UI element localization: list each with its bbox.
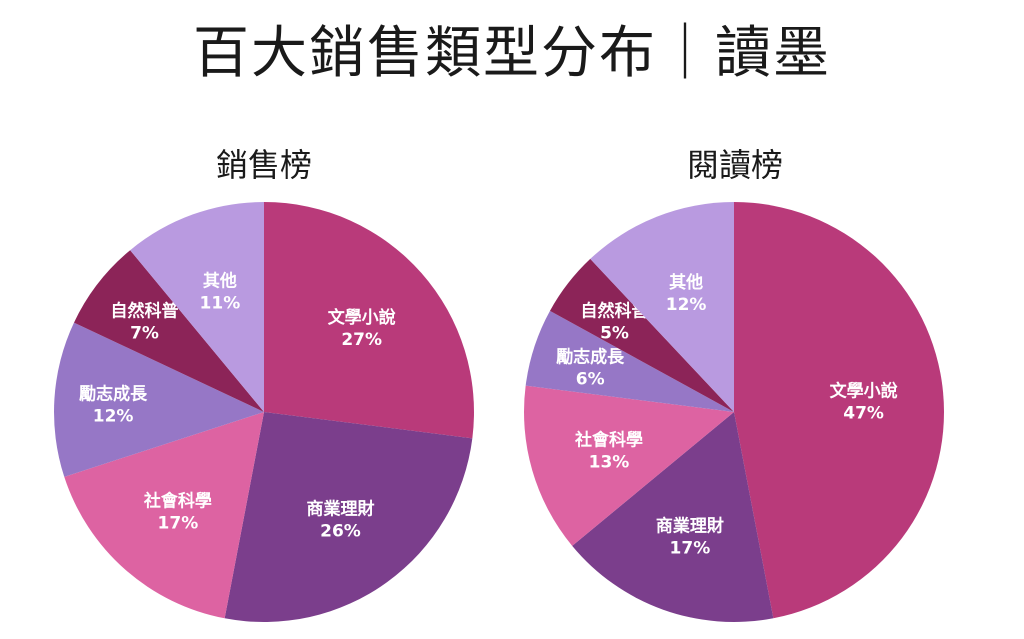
pie1-slice-business: [572, 412, 774, 623]
pie0-slice-self-help: [54, 322, 264, 477]
pie0-label-literature: 文學小說: [328, 307, 396, 328]
reading-chart-title: 閱讀榜: [686, 146, 783, 184]
pie0-value-self-help: 12%: [93, 407, 134, 427]
pie0-slice-literature: [264, 202, 474, 439]
pie0-value-literature: 27%: [341, 330, 382, 350]
pie0-slice-other: [130, 202, 264, 412]
sales-chart-title: 銷售榜: [215, 146, 312, 184]
pie0-value-social-science: 17%: [158, 514, 199, 534]
pie0-slice-social-science: [64, 412, 264, 619]
pie1-slice-social-science: [524, 385, 734, 546]
pie1-slice-popular-science: [549, 258, 734, 412]
pie1-value-self-help: 6%: [576, 369, 605, 389]
pie1-label-social-science: 社會科學: [574, 429, 643, 450]
pie0-value-popular-science: 7%: [130, 323, 159, 343]
pie1-label-business: 商業理財: [656, 516, 724, 537]
pie0-value-other: 11%: [200, 294, 241, 314]
page-title: 百大銷售類型分布｜讀墨: [193, 21, 831, 86]
pie1-value-literature: 47%: [843, 404, 884, 424]
pie1-label-popular-science: 自然科普: [581, 300, 649, 321]
pie1-slice-literature: [734, 202, 944, 619]
pie0-slice-popular-science: [73, 250, 265, 412]
pie1-value-business: 17%: [670, 539, 711, 559]
pie0-label-social-science: 社會科學: [143, 491, 212, 512]
pie1-value-social-science: 13%: [589, 452, 630, 472]
pie1-label-literature: 文學小說: [830, 381, 898, 402]
pie1-slice-other: [590, 202, 734, 412]
pie1-value-other: 12%: [666, 295, 707, 315]
pie1-value-popular-science: 5%: [600, 323, 629, 343]
pie0-value-business: 26%: [320, 521, 361, 541]
pie1-label-other: 其他: [669, 272, 703, 293]
pie1-slice-self-help: [525, 310, 734, 412]
pie0-label-other: 其他: [203, 271, 237, 292]
pie0-slice-business: [224, 412, 473, 622]
pie0-label-popular-science: 自然科普: [111, 300, 179, 321]
pie0-label-self-help: 勵志成長: [79, 384, 148, 405]
pie1-label-self-help: 勵志成長: [556, 346, 625, 367]
pie0-label-business: 商業理財: [307, 498, 375, 519]
